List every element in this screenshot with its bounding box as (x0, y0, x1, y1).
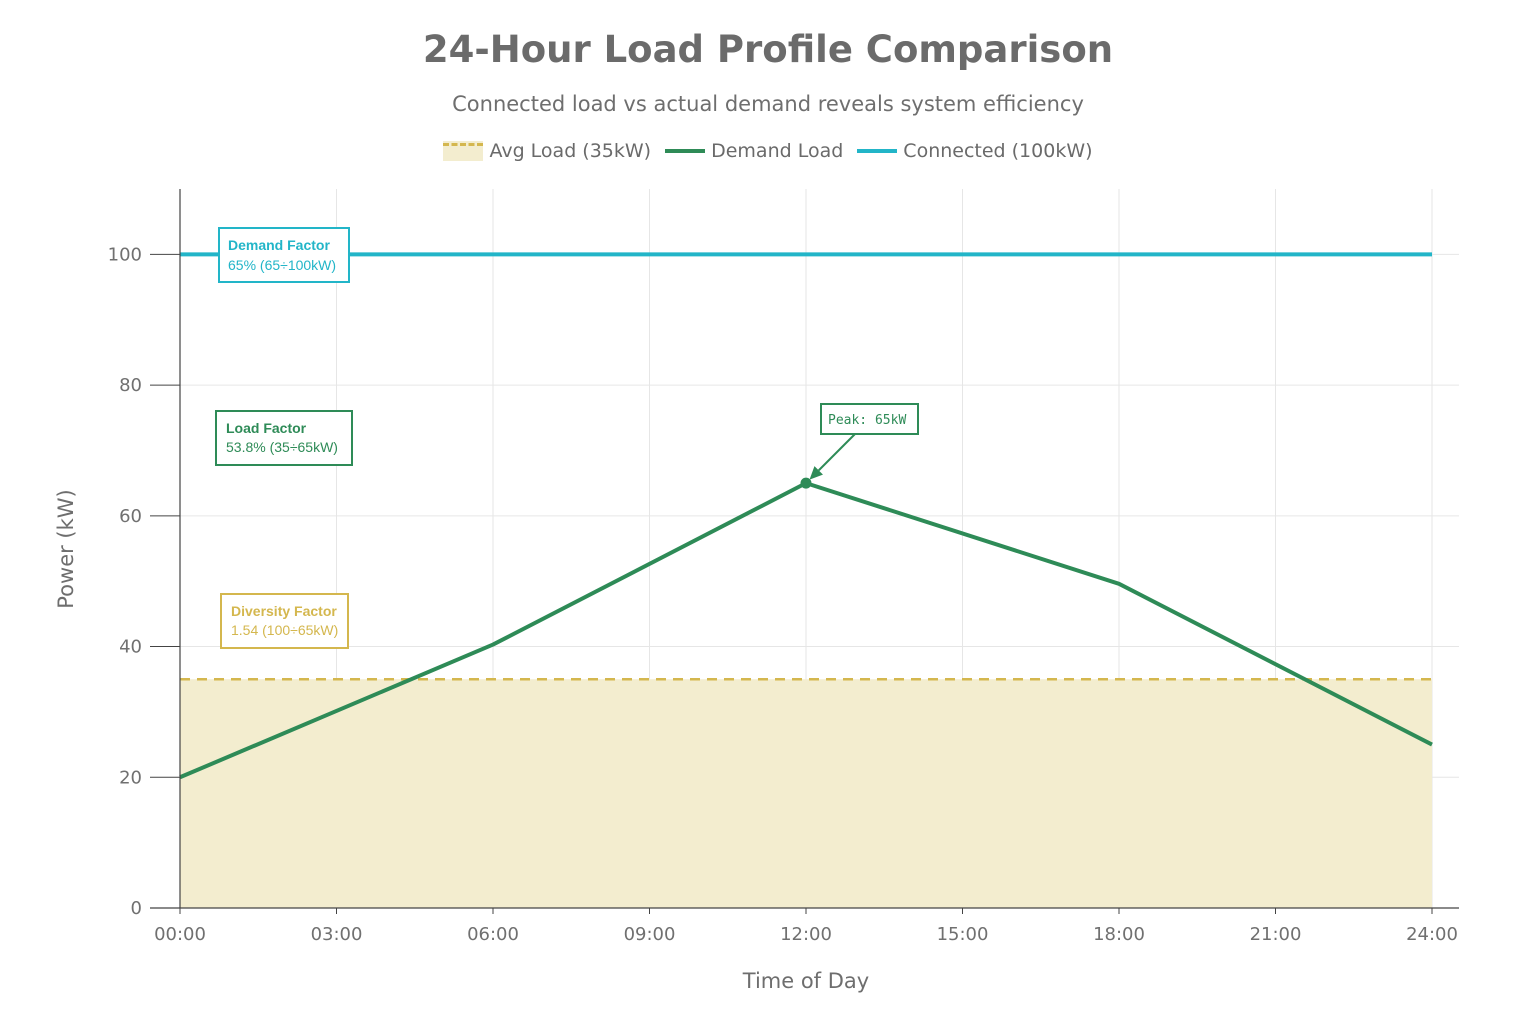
avg-load-area-group (180, 677, 1432, 908)
legend-swatch-connected (857, 149, 898, 153)
axes: 0 20 40 60 80 100 00:00 03:00 06:00 09:00 12:00 15:… (108, 189, 1459, 945)
load-factor-value: 53.8% (35÷65kW) (226, 439, 338, 455)
demand-factor-title: Demand Factor (228, 237, 330, 253)
legend-item-demand-load[interactable]: Demand Load (665, 140, 843, 162)
chart-title: 24-Hour Load Profile Comparison (422, 28, 1114, 71)
diversity-factor-title: Diversity Factor (231, 603, 337, 619)
chart-legend: Avg Load (35kW) Demand Load Connected (1… (0, 140, 1536, 162)
y-tick-label: 40 (119, 637, 142, 658)
y-axis-title: Power (kW) (54, 489, 78, 608)
demand-factor-value: 65% (65÷100kW) (228, 257, 336, 273)
demand-factor-box (218, 227, 350, 283)
peak-label-box (820, 403, 919, 435)
annotations: Demand Factor 65% (65÷100kW) Load Factor… (215, 227, 919, 649)
diversity-factor-box (220, 593, 349, 649)
legend-swatch-demand-load (665, 149, 706, 153)
x-tick-label: 06:00 (467, 924, 519, 945)
x-tick-label: 24:00 (1406, 924, 1458, 945)
peak-arrow-head (809, 466, 823, 480)
avg-load-area (180, 679, 1432, 908)
x-tick-label: 03:00 (311, 924, 363, 945)
legend-label-avg-load: Avg Load (35kW) (489, 140, 652, 162)
y-tick-label: 60 (119, 506, 142, 527)
legend-swatch-avg-load (443, 141, 484, 161)
peak-arrow-line (818, 433, 856, 472)
x-axis-title: Time of Day (742, 969, 869, 993)
chart-subtitle: Connected load vs actual demand reveals … (452, 92, 1084, 116)
legend-item-avg-load[interactable]: Avg Load (35kW) (443, 140, 651, 162)
x-tick-label: 18:00 (1093, 924, 1145, 945)
load-factor-box (215, 410, 353, 466)
diversity-factor-value: 1.54 (100÷65kW) (231, 622, 338, 638)
y-tick-label: 20 (119, 767, 142, 788)
y-tick-label: 100 (108, 244, 142, 265)
y-tick-label: 0 (131, 898, 142, 919)
legend-label-demand-load: Demand Load (711, 140, 844, 162)
peak-label: Peak: 65kW (828, 413, 906, 428)
peak-marker (800, 477, 812, 489)
legend-item-connected[interactable]: Connected (100kW) (857, 140, 1093, 162)
x-tick-label: 09:00 (624, 924, 676, 945)
x-tick-label: 12:00 (780, 924, 832, 945)
load-factor-title: Load Factor (226, 420, 307, 436)
x-tick-label: 21:00 (1250, 924, 1302, 945)
x-tick-label: 00:00 (154, 924, 206, 945)
x-tick-label: 15:00 (937, 924, 989, 945)
legend-label-connected: Connected (100kW) (903, 140, 1093, 162)
y-tick-label: 80 (119, 375, 142, 396)
